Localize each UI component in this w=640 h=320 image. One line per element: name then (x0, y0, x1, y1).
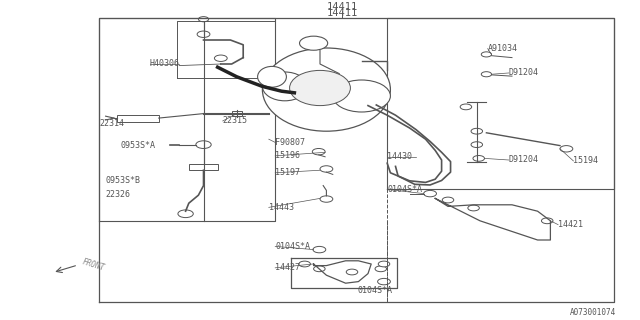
Circle shape (560, 146, 573, 152)
Circle shape (196, 141, 211, 148)
Circle shape (378, 261, 390, 267)
Circle shape (197, 31, 210, 37)
Text: 15196: 15196 (275, 151, 300, 160)
Text: 0953S*B: 0953S*B (106, 176, 141, 185)
Text: 0953S*A: 0953S*A (120, 141, 156, 150)
Circle shape (320, 196, 333, 202)
Text: 14443: 14443 (269, 203, 294, 212)
Ellipse shape (333, 80, 390, 112)
Circle shape (378, 278, 390, 285)
Circle shape (214, 55, 227, 61)
Text: 22326: 22326 (106, 190, 131, 199)
Circle shape (314, 266, 325, 272)
Text: D91204: D91204 (509, 68, 539, 77)
Text: 14430: 14430 (387, 152, 412, 161)
Ellipse shape (290, 70, 351, 106)
Text: 0104S*A: 0104S*A (357, 286, 392, 295)
Bar (189, 164, 218, 170)
Text: F90807: F90807 (275, 138, 305, 147)
Text: 14427: 14427 (275, 263, 300, 272)
Ellipse shape (262, 48, 390, 131)
Text: 22314: 22314 (100, 119, 125, 128)
Circle shape (178, 210, 193, 218)
Circle shape (375, 266, 387, 272)
Circle shape (320, 166, 333, 172)
Circle shape (471, 142, 483, 148)
Bar (232, 111, 242, 116)
Ellipse shape (262, 72, 307, 101)
Text: 14411: 14411 (327, 8, 358, 18)
Circle shape (541, 218, 553, 224)
Text: H40306: H40306 (150, 60, 180, 68)
Circle shape (468, 205, 479, 211)
Text: 0104S*A: 0104S*A (387, 185, 422, 194)
Text: A073001074: A073001074 (570, 308, 616, 317)
Circle shape (313, 246, 326, 253)
Text: FRONT: FRONT (81, 257, 106, 272)
Circle shape (471, 128, 483, 134)
Text: A91034: A91034 (488, 44, 518, 53)
Text: 15197: 15197 (275, 168, 300, 177)
Circle shape (481, 52, 492, 57)
Text: 14411: 14411 (327, 2, 358, 12)
Circle shape (481, 72, 492, 77)
Ellipse shape (258, 67, 287, 87)
Text: D91204: D91204 (509, 156, 539, 164)
Text: 14421: 14421 (558, 220, 583, 229)
Text: 22315: 22315 (223, 116, 248, 125)
Text: 15194: 15194 (573, 156, 598, 165)
Circle shape (424, 190, 436, 197)
Circle shape (442, 197, 454, 203)
Circle shape (312, 148, 325, 155)
Bar (117, 115, 159, 122)
Circle shape (460, 104, 472, 110)
Circle shape (198, 17, 209, 22)
Circle shape (473, 156, 484, 161)
Circle shape (300, 36, 328, 50)
Text: 0104S*A: 0104S*A (275, 242, 310, 251)
Circle shape (299, 261, 310, 267)
Circle shape (346, 269, 358, 275)
